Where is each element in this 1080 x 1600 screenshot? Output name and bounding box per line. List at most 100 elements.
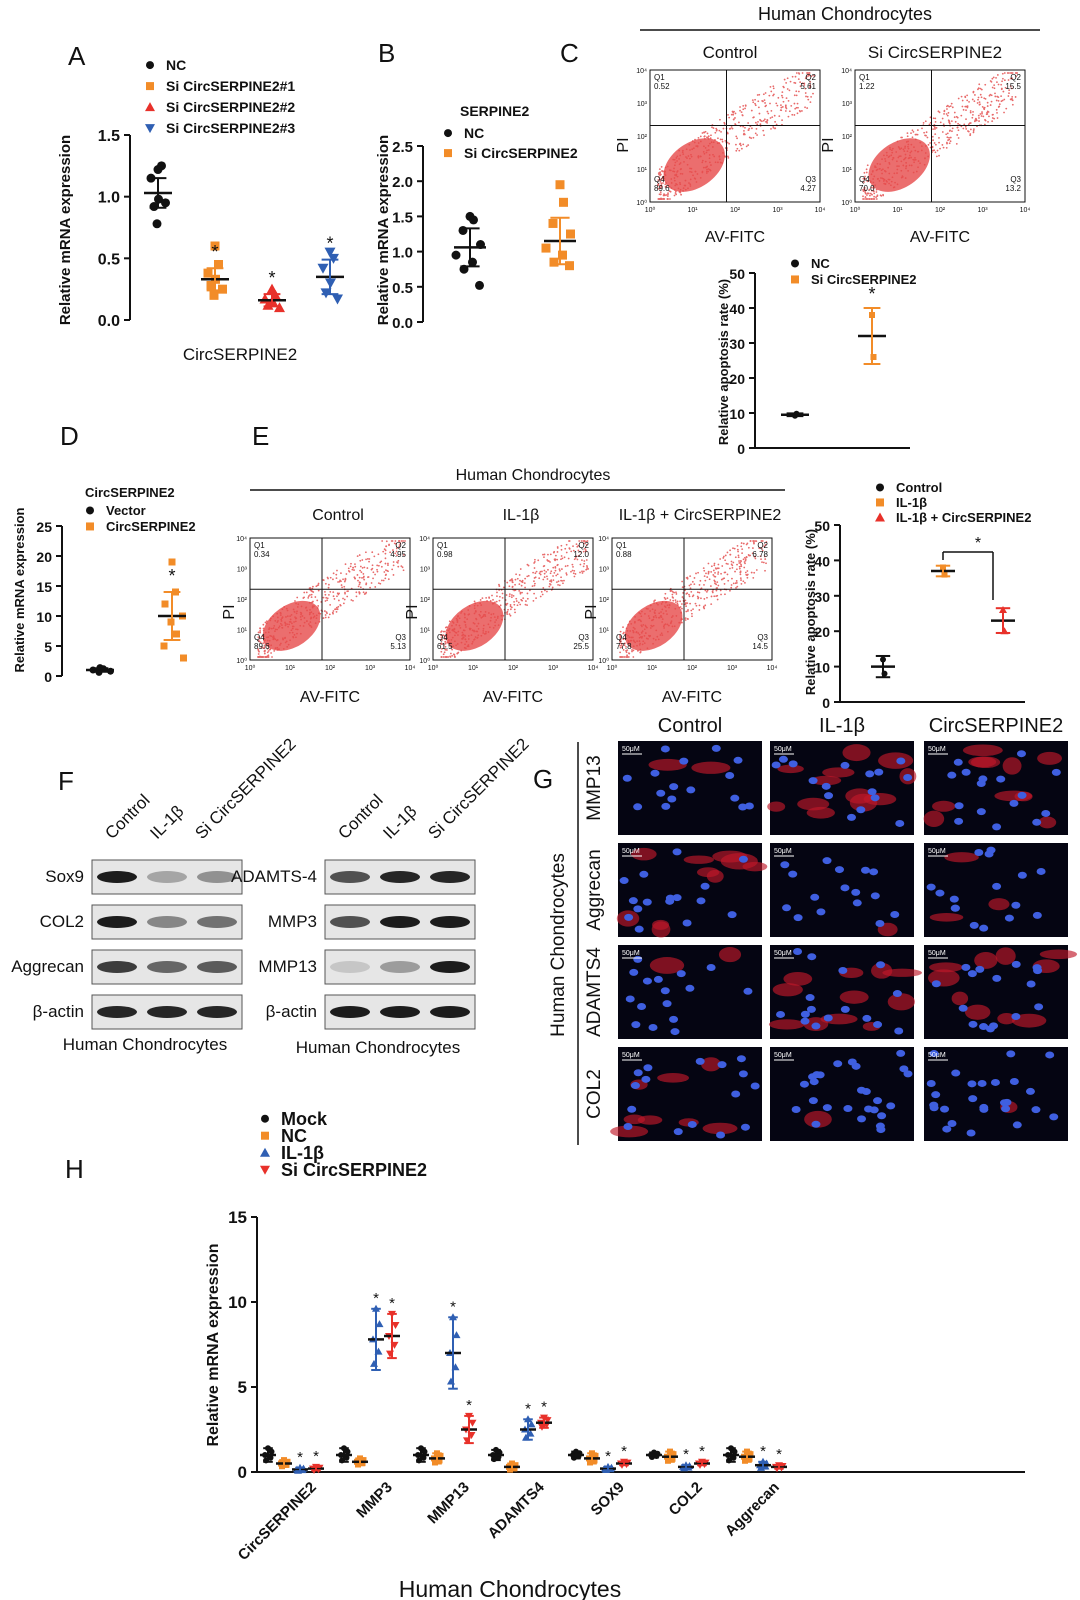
event-dot: [553, 550, 556, 553]
image-background: [924, 1047, 1068, 1141]
data-point: [747, 1451, 754, 1458]
nucleus: [931, 980, 941, 988]
blot-band: [147, 1006, 187, 1018]
event-dot: [510, 596, 513, 599]
row-label: MMP13: [584, 755, 605, 820]
event-dot: [809, 84, 812, 86]
event-dot: [793, 114, 796, 116]
panel-letter: E: [252, 421, 269, 451]
event-dot: [804, 87, 807, 90]
quadrant-value: 0.88: [616, 550, 632, 559]
nucleus: [816, 908, 826, 916]
event-dot: [745, 556, 748, 559]
event-dot: [978, 83, 981, 86]
event-dot: [949, 140, 952, 143]
event-dot: [941, 144, 944, 146]
legend-entry: Control: [896, 480, 942, 495]
event-dot: [575, 543, 578, 546]
event-dot: [515, 600, 518, 602]
event-dot: [707, 562, 710, 565]
event-dot: [813, 74, 815, 77]
event-dot: [577, 544, 580, 547]
nucleus: [815, 1071, 825, 1079]
event-dot: [447, 656, 450, 658]
event-dot: [954, 120, 957, 123]
event-dot: [934, 120, 937, 123]
y-tick-label: 10¹: [237, 628, 248, 635]
event-dot: [720, 572, 722, 575]
event-dot: [764, 543, 767, 546]
event-dot: [686, 602, 689, 605]
event-dot: [491, 594, 493, 597]
event-dot: [732, 561, 735, 564]
event-dot: [779, 109, 782, 112]
event-dot: [534, 558, 536, 561]
nucleus: [630, 1082, 640, 1090]
event-dot: [575, 555, 578, 558]
event-dot: [955, 142, 958, 145]
event-dot: [706, 576, 709, 578]
quadrant-value: 5.61: [800, 82, 816, 91]
event-dot: [353, 576, 356, 579]
event-dot: [766, 119, 769, 121]
event-dot: [979, 113, 982, 115]
event-dot: [332, 612, 334, 615]
event-dot: [1009, 85, 1012, 88]
red-stain: [610, 1125, 649, 1138]
event-dot: [738, 567, 741, 570]
event-dot: [742, 580, 745, 583]
event-dot: [763, 118, 766, 121]
event-dot: [673, 194, 676, 197]
event-dot: [725, 562, 728, 565]
event-dot: [882, 193, 884, 196]
event-dot: [721, 140, 724, 143]
event-dot: [581, 572, 584, 574]
event-dot: [347, 590, 349, 593]
nucleus: [940, 1105, 950, 1113]
event-dot: [727, 114, 729, 116]
event-dot: [666, 597, 669, 600]
event-dot: [559, 569, 561, 572]
event-dot: [358, 554, 361, 556]
event-dot: [675, 593, 678, 595]
event-dot: [752, 547, 754, 549]
legend-marker: [145, 124, 155, 134]
legend-marker: [146, 82, 154, 91]
event-dot: [941, 131, 944, 133]
event-dot: [344, 577, 347, 580]
event-dot: [625, 651, 628, 654]
event-dot: [340, 580, 342, 583]
y-tick-label: 10³: [637, 101, 648, 108]
event-dot: [485, 596, 488, 599]
event-dot: [966, 106, 969, 109]
event-dot: [713, 564, 716, 567]
event-dot: [953, 111, 956, 114]
event-dot: [402, 540, 405, 542]
event-dot: [620, 644, 623, 647]
event-dot: [864, 189, 867, 192]
event-dot: [704, 130, 707, 133]
nucleus: [821, 782, 831, 790]
significance-star: *: [211, 242, 218, 262]
nucleus: [642, 977, 652, 985]
event-dot: [997, 96, 1000, 99]
event-dot: [755, 127, 758, 130]
event-dot: [872, 187, 875, 190]
chart-title: SERPINE2: [460, 103, 529, 119]
event-dot: [444, 630, 446, 633]
event-dot: [807, 72, 809, 74]
event-dot: [576, 558, 579, 561]
event-dot: [358, 576, 361, 579]
event-dot: [798, 72, 801, 75]
event-dot: [996, 117, 999, 119]
event-dot: [734, 582, 737, 585]
event-dot: [1015, 75, 1018, 78]
event-dot: [971, 116, 974, 119]
nucleus: [860, 866, 870, 874]
event-dot: [585, 543, 588, 546]
y-axis-label: Relative mRNA expression: [205, 1243, 222, 1446]
red-stain: [964, 1004, 991, 1020]
event-dot: [744, 107, 746, 110]
quadrant-value: 1.22: [859, 82, 875, 91]
data-point: [375, 1320, 384, 1328]
